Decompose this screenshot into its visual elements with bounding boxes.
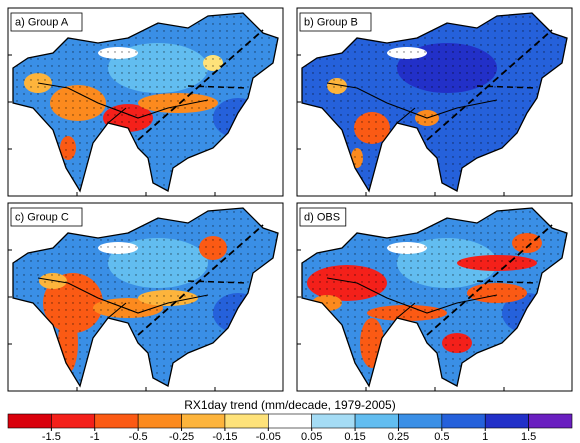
map-panel: c) Group C [7,202,284,392]
color-bin [51,413,96,429]
dashed-divide [137,224,264,336]
panel-label-box [299,207,347,227]
color-bin [224,413,269,429]
colorbar-tick-label: 0.05 [301,431,322,443]
dashed-divide [426,224,553,336]
colorbar-tick-label: 0.5 [434,431,449,443]
color-bin [311,413,356,429]
panel-label-box [10,12,83,32]
colorbar-tick-label: 1.5 [521,431,536,443]
colorbar-tick-label: 1 [482,431,488,443]
colorbar-tick-label: 0.15 [344,431,365,443]
colorbar-tick-label: -0.15 [212,431,237,443]
colorbar-tick-label: -0.25 [169,431,194,443]
dashed-divide [476,85,538,89]
dashed-divide [187,85,249,89]
colorbar-tick-label: -1.5 [42,431,61,443]
color-bin [441,413,486,429]
colorbar-tick-label: -1 [90,431,100,443]
panel-label-box [299,12,372,32]
map-panel: b) Group B [296,7,573,197]
colorbar-tick-label: -0.05 [256,431,281,443]
map-panel: d) OBS [296,202,573,392]
color-bin [398,413,443,429]
color-bin [181,413,226,429]
color-bin [484,413,529,429]
colorbar: -1.5 -1 -0.5 -0.25 -0.15 -0.05 0.05 0.15 0.25 0.5… [7,413,573,443]
panel-label: b) Group B [304,16,358,28]
panel-label: a) Group A [15,16,69,28]
color-bin [354,413,399,429]
map-panel: a) Group A [7,7,284,197]
colorbar-title: RX1day trend (mm/decade, 1979-2005) [184,398,395,412]
color-bin [268,413,312,429]
color-bin [137,413,182,429]
color-bin [94,413,139,429]
panel-label: c) Group C [15,211,69,223]
dashed-divide [476,280,538,284]
panel-label-box [10,207,83,227]
panels: a) Group A b) Group B c) Group C d) OBS [7,7,573,392]
color-bin [7,413,52,429]
colorbar-tick-label: 0.25 [388,431,409,443]
dashed-divide [187,280,249,284]
panel-label: d) OBS [304,211,340,223]
colorbar-tick-label: -0.5 [129,431,148,443]
color-bin [528,413,573,429]
dashed-divide [137,29,264,141]
dashed-divide [426,29,553,141]
